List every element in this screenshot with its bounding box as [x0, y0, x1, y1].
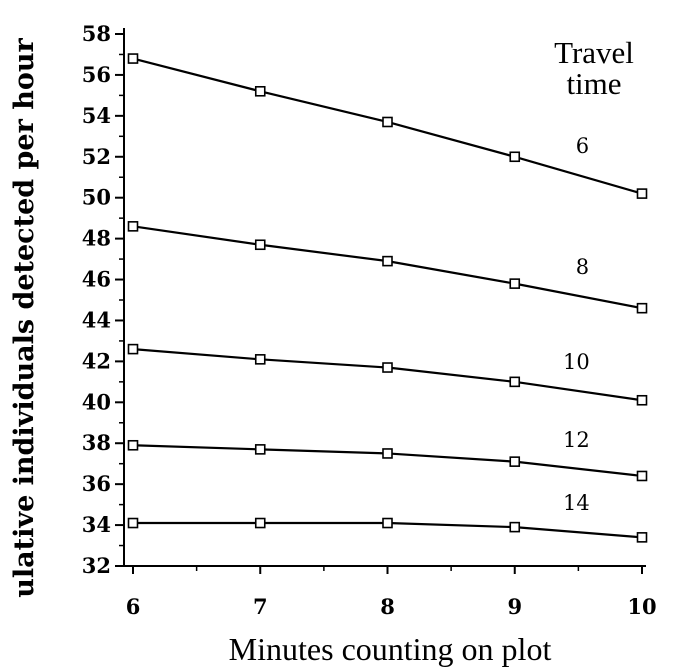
y-tick-label-38: 38	[82, 430, 111, 455]
series-12-point-8	[382, 448, 393, 459]
x-tick-label-10: 10	[627, 594, 656, 619]
series-12-point-9	[509, 456, 521, 467]
series-6-point-8	[382, 116, 393, 128]
y-tick-label-54: 54	[82, 103, 111, 128]
series-12-point-7	[254, 444, 266, 455]
series-6-point-9	[509, 151, 521, 163]
y-tick-label-32: 32	[82, 553, 111, 578]
series-10-point-8	[382, 362, 393, 373]
series-10-point-9	[509, 376, 521, 388]
series-label-8: 8	[576, 255, 589, 279]
series-8-point-7	[254, 239, 266, 251]
chart-series	[127, 53, 648, 543]
series-10-point-10	[636, 394, 648, 406]
series-label-10: 10	[563, 350, 590, 374]
series-label-12: 12	[563, 428, 590, 452]
series-10-point-6	[127, 343, 139, 355]
y-tick-label-50: 50	[82, 185, 111, 210]
y-tick-label-36: 36	[82, 471, 111, 496]
x-tick-label-7: 7	[253, 594, 268, 619]
series-10-point-7	[254, 354, 266, 365]
series-label-14: 14	[563, 491, 590, 515]
y-tick-label-40: 40	[82, 389, 111, 414]
series-line-8	[132, 225, 643, 310]
series-12-point-6	[127, 439, 139, 451]
y-tick-label-52: 52	[82, 144, 111, 169]
y-tick-label-42: 42	[82, 348, 111, 373]
series-14-point-9	[509, 521, 521, 533]
x-tick-label-6: 6	[126, 594, 141, 619]
chart-ticks: 32 34 36 38 40 42 44 46 48 50 52 54 56 58 6 7 8 9 10	[82, 21, 657, 619]
y-tick-label-48: 48	[82, 226, 111, 251]
y-tick-label-44: 44	[82, 307, 111, 332]
y-tick-label-56: 56	[82, 62, 111, 87]
series-14-point-8	[382, 517, 393, 529]
series-8-point-10	[636, 302, 648, 314]
y-axis-label: ulative individuals detected per hour	[9, 38, 40, 598]
x-axis-label: Minutes counting on plot	[229, 631, 552, 667]
x-tick-label-8: 8	[380, 594, 395, 619]
series-6-point-6	[127, 53, 139, 64]
y-tick-label-34: 34	[82, 512, 111, 537]
legend-title-line-2: time	[566, 66, 621, 101]
series-8-point-9	[509, 278, 521, 289]
series-label-6: 6	[576, 134, 589, 158]
series-14-point-6	[127, 517, 139, 529]
series-8-point-8	[382, 255, 393, 267]
series-12-point-10	[636, 470, 648, 482]
chart-axes	[123, 28, 646, 567]
y-tick-label-58: 58	[82, 21, 111, 46]
series-14-point-7	[254, 517, 266, 529]
series-8-point-6	[127, 221, 139, 232]
y-tick-label-46: 46	[82, 267, 111, 292]
series-14-point-10	[636, 532, 648, 543]
series-6-point-10	[636, 188, 648, 199]
legend-title-line-1: Travel	[554, 35, 634, 70]
series-6-point-7	[254, 85, 266, 97]
x-tick-label-9: 9	[507, 594, 522, 619]
